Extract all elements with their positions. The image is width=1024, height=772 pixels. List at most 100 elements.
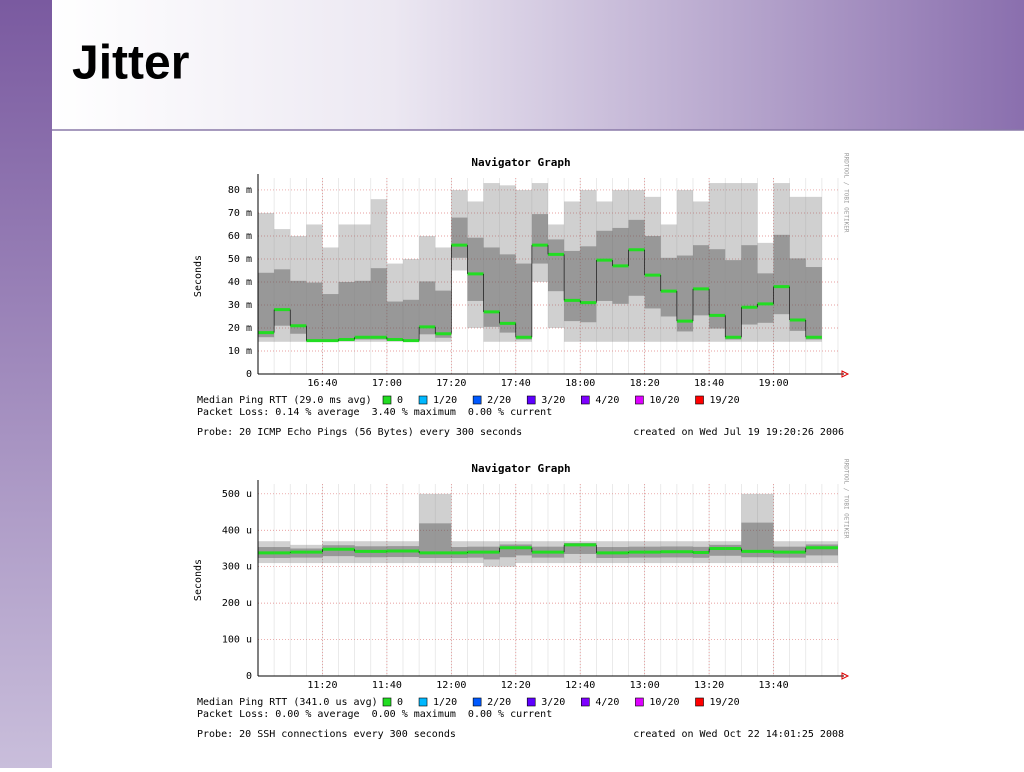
- legend-label: 2/20: [487, 395, 511, 406]
- y-axis-label: Seconds: [193, 559, 204, 601]
- smoke-range: [451, 189, 468, 271]
- y-tick-label: 70 m: [228, 208, 252, 219]
- y-tick-label: 500 u: [222, 489, 252, 500]
- chart-title: Navigator Graph: [471, 156, 570, 169]
- smoke-core: [757, 273, 774, 323]
- smoke-range: [693, 201, 710, 342]
- x-tick-label: 13:20: [694, 680, 724, 691]
- legend-label: 10/20: [649, 395, 679, 406]
- legend-swatch: [695, 697, 704, 707]
- smoke-range: [338, 224, 355, 342]
- x-tick-label: 12:40: [565, 680, 595, 691]
- x-tick-label: 19:00: [759, 378, 789, 389]
- smoke-range: [773, 183, 790, 342]
- created: created on Wed Oct 22 14:01:25 2008: [633, 729, 844, 740]
- x-tick-label: 13:40: [759, 680, 789, 691]
- y-tick-label: 100 u: [222, 635, 252, 646]
- smoke-range: [564, 541, 581, 564]
- smoke-core: [580, 246, 597, 323]
- x-tick-label: 12:00: [436, 680, 466, 691]
- smoke-core: [483, 247, 500, 327]
- smoke-core: [386, 301, 403, 341]
- legend-swatch: [581, 395, 590, 405]
- smoke-range: [531, 183, 548, 282]
- smoke-core: [258, 272, 275, 338]
- smoke-range: [644, 196, 661, 342]
- smoke-core: [419, 523, 436, 558]
- y-tick-label: 40 m: [228, 277, 252, 288]
- y-tick-label: 60 m: [228, 231, 252, 242]
- smoke-range: [435, 493, 452, 564]
- legend-label: 3/20: [541, 697, 565, 708]
- smoke-range: [725, 541, 742, 564]
- smoke-core: [531, 214, 548, 264]
- side-text: RRDTOOL / TOBI OETIKER: [843, 459, 850, 539]
- smoke-core: [338, 281, 355, 341]
- smoke-core: [725, 544, 742, 556]
- smoke-range: [419, 235, 436, 342]
- smoke-core: [821, 544, 838, 556]
- legend-swatch: [635, 697, 644, 707]
- smoke-range: [580, 541, 597, 564]
- y-tick-label: 200 u: [222, 598, 252, 609]
- legend-swatch: [526, 697, 536, 707]
- smoke-range: [741, 183, 758, 342]
- legend-swatch: [382, 697, 392, 707]
- axis-arrow: [841, 672, 850, 680]
- legend-swatch: [695, 395, 704, 405]
- smoke-range: [548, 224, 565, 328]
- smoke-core: [725, 260, 742, 340]
- smoke-core: [451, 217, 468, 258]
- smoke-core: [515, 263, 532, 340]
- x-tick-label: 16:40: [307, 378, 337, 389]
- smoke-core: [741, 522, 758, 558]
- smoke-range: [499, 185, 516, 342]
- y-tick-label: 300 u: [222, 562, 252, 573]
- smoke-range: [483, 183, 500, 342]
- probe: Probe: 20 SSH connections every 300 seco…: [197, 729, 456, 740]
- smoke-core: [515, 544, 532, 556]
- legend-swatch: [472, 697, 482, 707]
- legend-swatch: [635, 395, 644, 405]
- smoke-core: [564, 250, 581, 322]
- smoke-range: [741, 493, 758, 564]
- smoke-range: [757, 242, 774, 342]
- smoke-core: [467, 237, 484, 301]
- x-tick-label: 12:20: [501, 680, 531, 691]
- smoke-range: [322, 247, 339, 342]
- smoke-range: [725, 183, 742, 342]
- x-tick-label: 17:40: [501, 378, 531, 389]
- smoke-core: [419, 281, 436, 335]
- smoke-core: [644, 235, 661, 309]
- smoke-range: [596, 201, 613, 342]
- smoke-core: [290, 280, 307, 334]
- smoke-range: [435, 247, 452, 342]
- smoke-range: [274, 229, 291, 342]
- x-tick-label: 17:00: [372, 378, 402, 389]
- y-tick-label: 0: [246, 369, 252, 380]
- smoke-core: [757, 522, 774, 558]
- smoke-core: [709, 249, 726, 329]
- smoke-core: [435, 290, 452, 338]
- probe: Probe: 20 ICMP Echo Pings (56 Bytes) eve…: [197, 427, 522, 438]
- x-tick-label: 17:20: [436, 378, 466, 389]
- legend-swatch: [526, 395, 536, 405]
- smoke-range: [757, 493, 774, 564]
- smoke-core: [805, 267, 822, 340]
- smoke-range: [676, 189, 693, 342]
- smoke-range: [419, 493, 436, 564]
- legend-swatch: [581, 697, 590, 707]
- smoke-core: [564, 543, 581, 554]
- smoke-core: [709, 544, 726, 556]
- side-text: RRDTOOL / TOBI OETIKER: [843, 153, 850, 233]
- created: created on Wed Jul 19 19:20:26 2006: [633, 427, 844, 438]
- legend-label: 1/20: [433, 697, 457, 708]
- smoke-range: [306, 544, 323, 564]
- smoke-range: [660, 224, 677, 342]
- legend-label: 19/20: [710, 697, 740, 708]
- x-tick-label: 18:00: [565, 378, 595, 389]
- smoke-core: [596, 230, 613, 301]
- smoke-range: [403, 258, 420, 342]
- x-tick-label: 13:00: [630, 680, 660, 691]
- legend-series: Median Ping RTT (341.0 us avg): [197, 697, 378, 708]
